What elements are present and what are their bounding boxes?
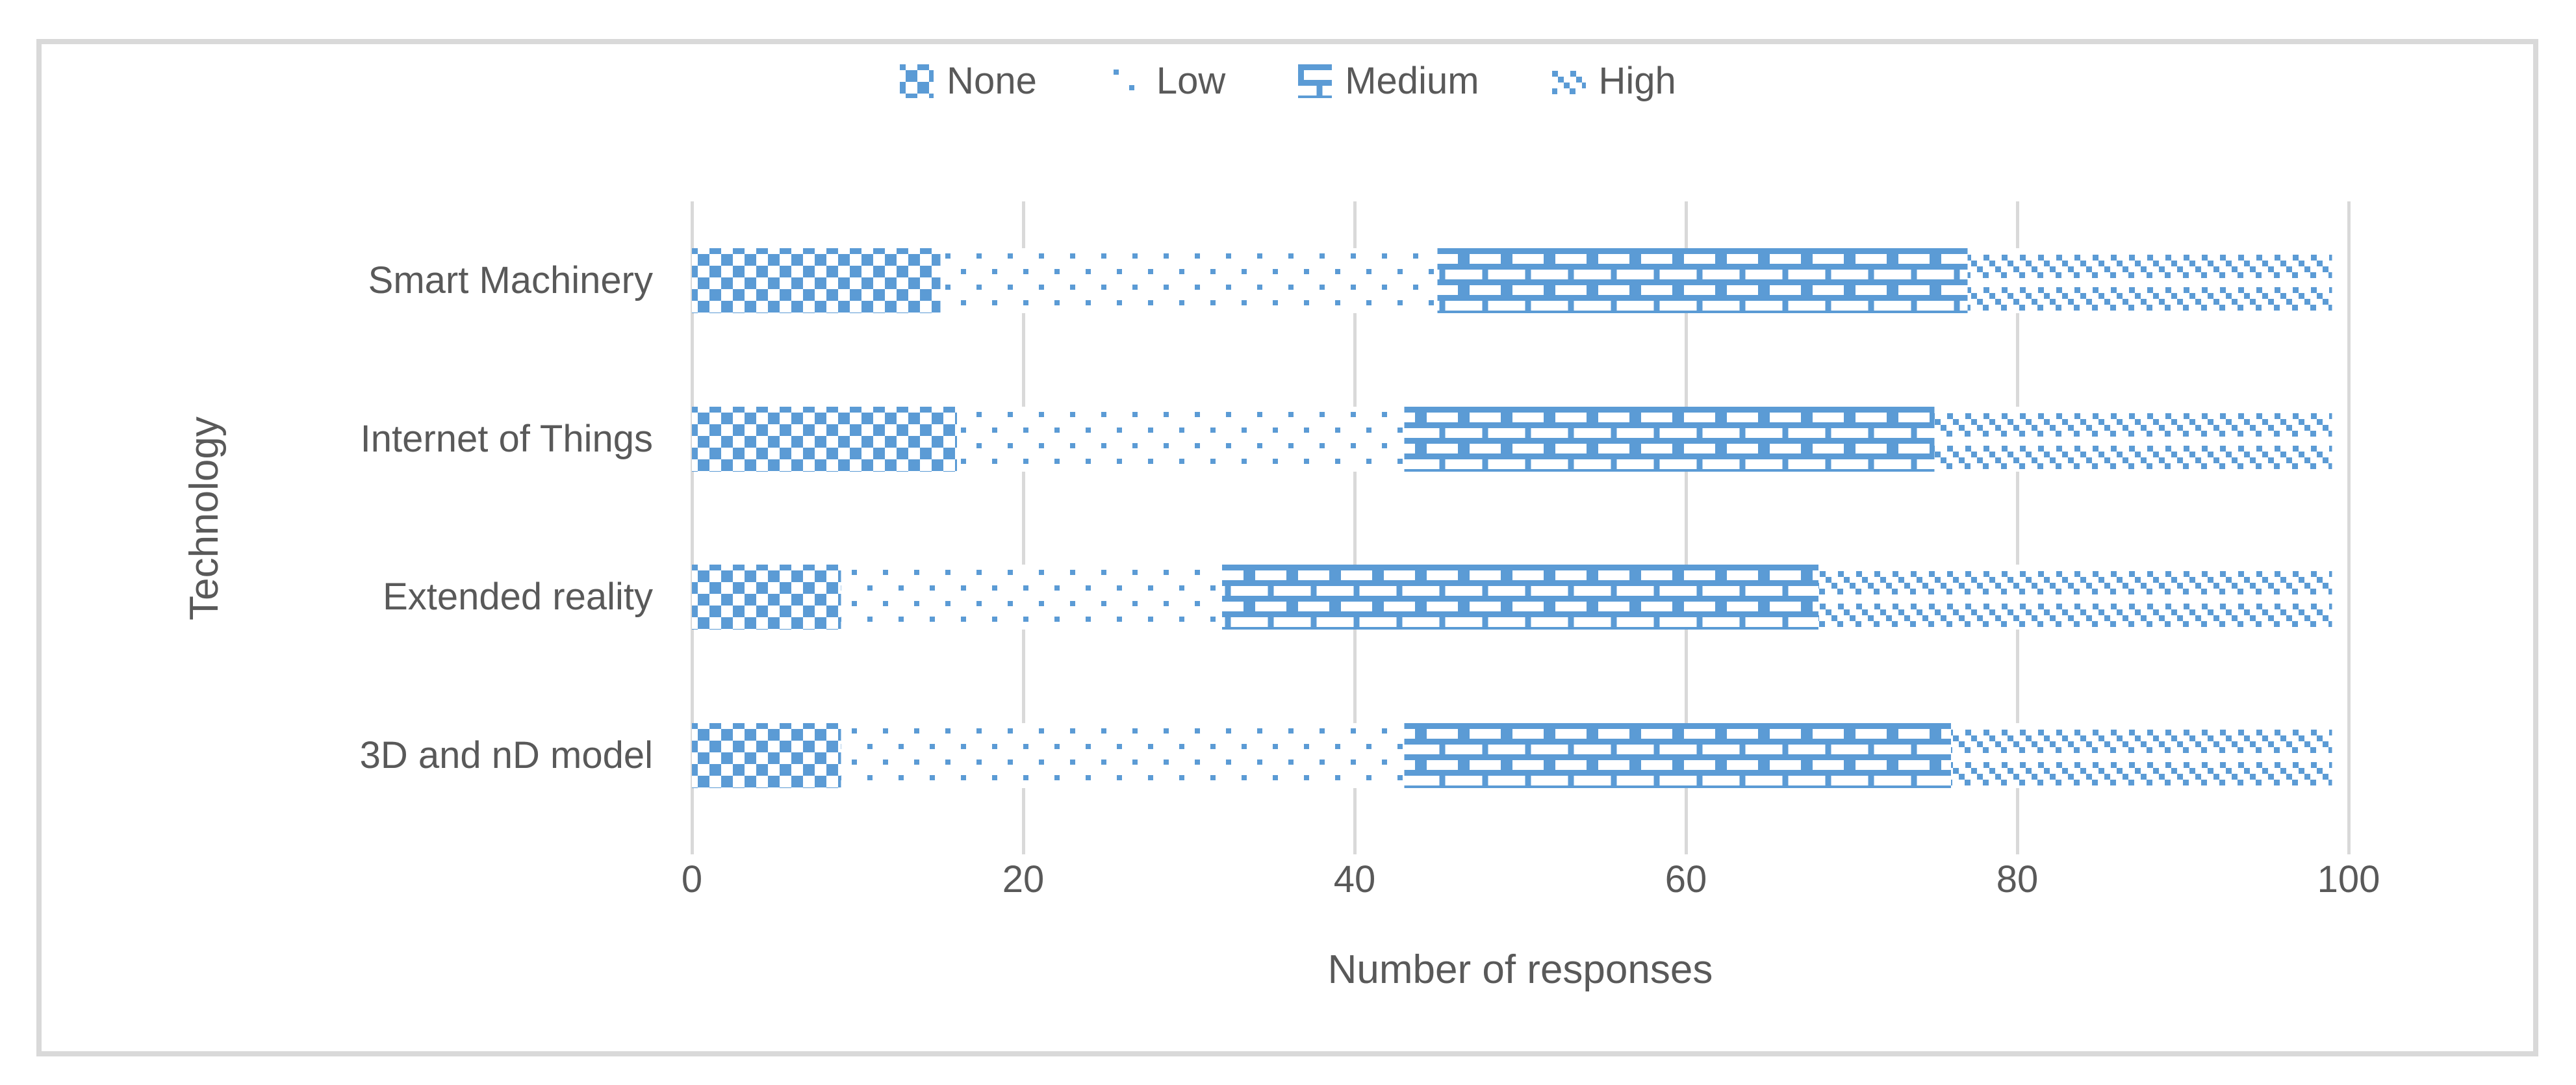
bricks-legend-swatch-icon [1298, 64, 1333, 98]
y-category-label: Smart Machinery [368, 259, 653, 301]
legend-label: Medium [1345, 60, 1479, 102]
legend-label: None [947, 60, 1037, 102]
legend-item-medium: Medium [1298, 62, 1479, 100]
legend-item-high: High [1551, 60, 1676, 102]
diagonal-legend-swatch-icon [1551, 64, 1586, 98]
x-axis-title: Number of responses [1327, 947, 1713, 992]
legend-label: High [1598, 60, 1676, 102]
bar-row [692, 565, 2332, 630]
y-category-label: Internet of Things [360, 417, 653, 460]
y-category-label: 3D and nD model [359, 734, 653, 777]
bar-segment-high [1951, 723, 2332, 789]
chart-frame [36, 39, 2538, 1056]
bar-segment-none [692, 723, 841, 789]
bar-segment-high [1967, 248, 2332, 313]
bar-row [692, 406, 2332, 472]
gridline-20 [1021, 201, 1025, 854]
x-tick-label: 20 [1002, 858, 1045, 900]
bar-segment-high [1934, 406, 2332, 472]
bar-segment-medium [1404, 723, 1951, 789]
x-tick-label: 80 [1996, 858, 2039, 900]
bar-segment-medium [1404, 406, 1935, 472]
bar-segment-low [957, 406, 1405, 472]
bar-segment-none [692, 248, 941, 313]
crosshatch-legend-swatch-icon [900, 64, 934, 98]
x-tick-label: 60 [1664, 858, 1707, 900]
y-axis-title: Technology [182, 416, 227, 620]
bar-segment-medium [1222, 565, 1818, 630]
bar-segment-low [940, 248, 1438, 313]
x-tick-label: 0 [681, 858, 703, 900]
bar-row [692, 723, 2332, 789]
bar-segment-high [1818, 565, 2332, 630]
gridline-40 [1353, 201, 1357, 854]
bar-segment-none [692, 565, 841, 630]
legend-label: Low [1156, 60, 1226, 102]
bar-row [692, 248, 2332, 313]
bar-segment-none [692, 406, 957, 472]
bar-segment-low [841, 565, 1222, 630]
legend: None Low Medium High [0, 62, 2576, 100]
legend-item-none: None [900, 62, 1037, 100]
x-tick-label: 100 [2317, 858, 2380, 900]
gridline-0 [690, 201, 694, 854]
gridline-60 [1684, 201, 1688, 854]
gridline-80 [2015, 201, 2019, 854]
bar-segment-medium [1437, 248, 1968, 313]
x-tick-label: 40 [1333, 858, 1376, 900]
legend-item-low: Low [1109, 60, 1226, 102]
y-category-label: Extended reality [383, 576, 653, 619]
dots-legend-swatch-icon [1109, 64, 1143, 98]
bar-segment-low [841, 723, 1405, 789]
gridline-100 [2347, 201, 2351, 854]
